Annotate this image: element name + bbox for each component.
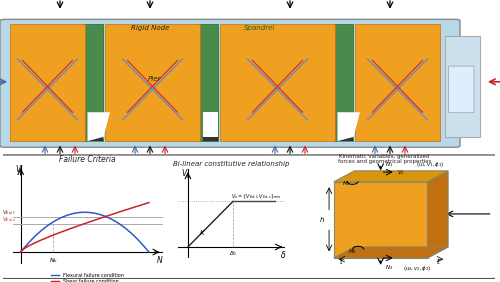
Text: Pier: Pier: [148, 76, 162, 82]
Text: Spandrel: Spandrel: [244, 25, 276, 32]
Polygon shape: [88, 112, 110, 141]
Text: Rigid Node: Rigid Node: [131, 25, 169, 32]
Bar: [332, 24, 352, 141]
Text: Kinematic variables, generalized: Kinematic variables, generalized: [339, 154, 430, 159]
Title: Failure Criteria: Failure Criteria: [59, 155, 116, 164]
Polygon shape: [428, 171, 448, 258]
Text: $(u_2, v_2, \phi_2)$: $(u_2, v_2, \phi_2)$: [403, 264, 432, 273]
Text: t: t: [436, 259, 439, 265]
Legend: Flexural failure condition, Shear failure condition: Flexural failure condition, Shear failur…: [50, 270, 126, 282]
Title: Bi-linear constitutive relationship: Bi-linear constitutive relationship: [173, 161, 290, 168]
Text: $V_{Ed,s}$: $V_{Ed,s}$: [2, 215, 16, 224]
Text: V: V: [16, 165, 20, 174]
FancyBboxPatch shape: [448, 66, 474, 113]
Text: $K$: $K$: [199, 228, 206, 237]
Text: $N_2$: $N_2$: [386, 263, 394, 272]
Text: h: h: [320, 217, 325, 223]
Bar: [334, 182, 428, 258]
Polygon shape: [334, 171, 448, 182]
Polygon shape: [88, 136, 102, 141]
Text: $V_u=\{V_{Ed,f},V_{Ed,s}\}_{min}$: $V_u=\{V_{Ed,f},V_{Ed,s}\}_{min}$: [231, 193, 281, 201]
Text: $(u_1, v_1, \phi_1)$: $(u_1, v_1, \phi_1)$: [416, 160, 444, 169]
Text: $\delta$: $\delta$: [280, 249, 286, 260]
Text: $N_k$: $N_k$: [48, 256, 58, 265]
Bar: [105, 24, 200, 141]
Text: $\delta_0$: $\delta_0$: [229, 249, 237, 257]
Bar: [10, 24, 85, 141]
Bar: [10, 24, 440, 42]
Polygon shape: [202, 112, 218, 141]
FancyBboxPatch shape: [0, 19, 460, 147]
Bar: [198, 24, 218, 141]
FancyBboxPatch shape: [0, 155, 499, 279]
Text: N: N: [157, 256, 162, 265]
Bar: [445, 36, 480, 136]
Text: V: V: [182, 169, 187, 178]
Text: t: t: [340, 259, 342, 265]
Polygon shape: [334, 247, 448, 258]
Bar: [355, 24, 440, 141]
Text: $V_1$: $V_1$: [396, 168, 404, 177]
Bar: [82, 24, 102, 141]
Polygon shape: [202, 136, 218, 141]
Text: $M_2$: $M_2$: [348, 247, 357, 256]
Polygon shape: [338, 112, 360, 141]
Bar: [220, 24, 335, 141]
Text: forces and geometrical properties: forces and geometrical properties: [338, 159, 431, 164]
Bar: [10, 126, 440, 141]
Text: $N_1$: $N_1$: [386, 160, 394, 169]
Text: $V_{Ed,f}$: $V_{Ed,f}$: [2, 208, 16, 217]
Polygon shape: [338, 136, 352, 141]
Text: $M_1$: $M_1$: [342, 179, 351, 188]
